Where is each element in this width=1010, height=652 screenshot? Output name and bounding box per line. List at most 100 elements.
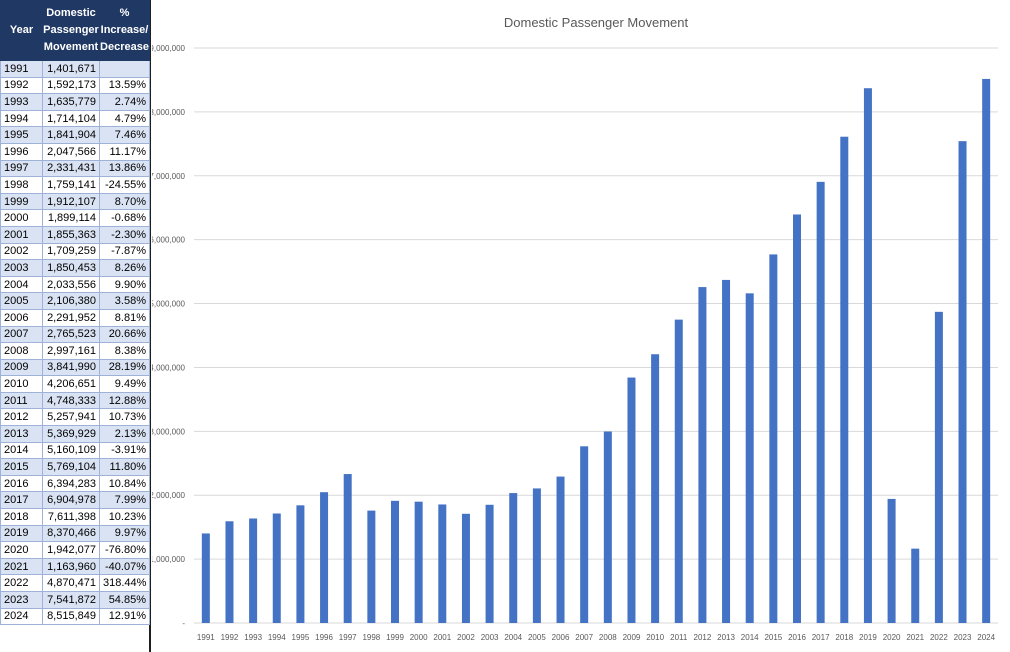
table-row: 2010 4,206,651 9.49%: [0, 375, 150, 393]
table-row: 2015 5,769,104 11.80%: [0, 458, 150, 476]
bar-2012: [698, 287, 707, 623]
cell-passengers: 7,541,872: [42, 591, 100, 609]
cell-passengers: 4,870,471: [42, 574, 100, 592]
bar-2017: [816, 181, 825, 623]
cell-year: 2024: [0, 607, 43, 626]
x-tick-label: 1999: [386, 633, 404, 642]
cell-percent: 318.44%: [99, 574, 150, 592]
chart-panel: Domestic Passenger Movement - 1,000,000 2,0…: [152, 0, 1008, 652]
cell-percent: 20.66%: [99, 325, 150, 344]
y-tick-label: 8,000,000: [152, 108, 186, 117]
table-row: 2017 6,904,978 7.99%: [0, 491, 150, 510]
x-tick-label: 2000: [410, 633, 428, 642]
x-tick-label: 2020: [883, 633, 901, 642]
bar-2019: [863, 88, 872, 624]
y-tick-label: 7,000,000: [152, 172, 186, 181]
x-tick-label: 2010: [646, 633, 664, 642]
x-tick-label: 2002: [457, 633, 475, 642]
table-row: 2019 8,370,466 9.97%: [0, 524, 150, 543]
bar-2000: [414, 501, 423, 623]
cell-percent: 10.73%: [99, 408, 150, 427]
bar-2013: [722, 279, 731, 623]
cell-passengers: 2,765,523: [42, 325, 100, 344]
cell-percent: 7.46%: [99, 126, 150, 144]
cell-year: 2012: [0, 408, 43, 427]
cell-percent: 8.70%: [99, 192, 150, 211]
cell-passengers: 2,331,431: [42, 159, 100, 178]
bar-1991: [201, 533, 210, 623]
x-tick-label: 2013: [717, 633, 735, 642]
bar-1999: [391, 500, 399, 623]
y-tick-label: 9,000,000: [152, 44, 186, 53]
x-tick-label: 2019: [859, 633, 877, 642]
bar-1995: [296, 505, 305, 623]
x-tick-label: 2012: [694, 633, 712, 642]
bar-2016: [793, 214, 801, 623]
cell-percent: 9.49%: [99, 375, 150, 393]
cell-percent: 2.74%: [99, 93, 150, 111]
cell-year: 1999: [0, 192, 43, 211]
x-tick-label: 2016: [788, 633, 806, 642]
cell-passengers: 1,714,104: [42, 109, 100, 128]
table-row: 2022 4,870,471 318.44%: [0, 574, 150, 592]
cell-percent: -24.55%: [99, 176, 150, 194]
cell-percent: 12.88%: [99, 391, 150, 410]
table-row: 2007 2,765,523 20.66%: [0, 325, 150, 344]
table-row: 2013 5,369,929 2.13%: [0, 425, 150, 443]
x-tick-label: 1991: [197, 633, 215, 642]
cell-year: 2015: [0, 458, 43, 476]
table-row: 1995 1,841,904 7.46%: [0, 126, 150, 144]
table-row: 1999 1,912,107 8.70%: [0, 192, 150, 211]
cell-percent: 8.26%: [99, 259, 150, 277]
cell-percent: 9.90%: [99, 275, 150, 294]
cell-percent: 13.86%: [99, 159, 150, 178]
x-tick-label: 2009: [623, 633, 641, 642]
bar-1996: [320, 492, 329, 623]
cell-year: 2020: [0, 541, 43, 559]
cell-year: 2010: [0, 375, 43, 393]
cell-passengers: 1,401,671: [42, 60, 100, 78]
cell-percent: 10.23%: [99, 508, 150, 526]
cell-passengers: 6,904,978: [42, 491, 100, 510]
cell-passengers: 8,370,466: [42, 524, 100, 543]
table-row: 1994 1,714,104 4.79%: [0, 109, 150, 128]
bar-2020: [887, 498, 896, 623]
y-tick-label: -: [182, 619, 185, 628]
cell-percent: -7.87%: [99, 242, 150, 261]
bar-2004: [509, 493, 518, 623]
table-row: 1992 1,592,173 13.59%: [0, 76, 150, 95]
x-tick-label: 2004: [504, 633, 522, 642]
table-row: 2001 1,855,363 -2.30%: [0, 225, 150, 244]
bar-2003: [485, 504, 494, 623]
cell-passengers: 4,748,333: [42, 391, 100, 410]
bar-2001: [438, 504, 447, 623]
bar-1992: [225, 521, 234, 623]
x-tick-label: 1994: [268, 633, 286, 642]
table-row: 2000 1,899,114 -0.68%: [0, 209, 150, 227]
cell-passengers: 4,206,651: [42, 375, 100, 393]
cell-year: 2023: [0, 591, 43, 609]
bar-2002: [461, 513, 470, 623]
cell-year: 2021: [0, 557, 43, 576]
cell-passengers: 1,635,779: [42, 93, 100, 111]
header-passenger-movement: Domestic Passenger Movement: [42, 0, 100, 61]
cell-percent: -3.91%: [99, 441, 150, 460]
cell-passengers: 1,841,904: [42, 126, 100, 144]
cell-percent: 4.79%: [99, 109, 150, 128]
table-row: 2005 2,106,380 3.58%: [0, 292, 150, 310]
cell-percent: 9.97%: [99, 524, 150, 543]
cell-passengers: 8,515,849: [42, 607, 100, 626]
cell-percent: 28.19%: [99, 358, 150, 377]
cell-passengers: 2,047,566: [42, 142, 100, 161]
cell-percent: 8.81%: [99, 308, 150, 327]
cell-passengers: 3,841,990: [42, 358, 100, 377]
data-table: Year Domestic Passenger Movement % Incre…: [0, 0, 150, 626]
x-tick-label: 1998: [362, 633, 380, 642]
cell-passengers: 1,912,107: [42, 192, 100, 211]
cell-percent: 11.17%: [99, 142, 150, 161]
cell-percent: 13.59%: [99, 76, 150, 95]
cell-year: 2000: [0, 209, 43, 227]
cell-passengers: 2,033,556: [42, 275, 100, 294]
cell-year: 2017: [0, 491, 43, 510]
table-row: 2020 1,942,077 -76.80%: [0, 541, 150, 559]
